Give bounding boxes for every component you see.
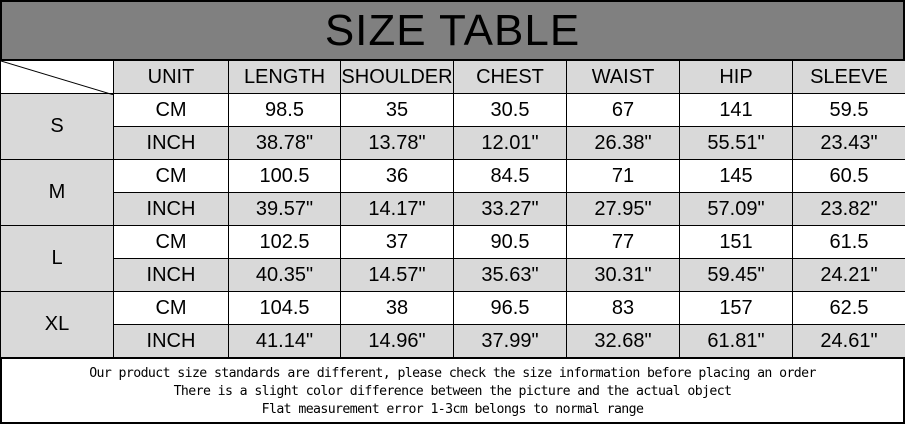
- size-row-cm: XL CM 104.5 38 96.5 83 157 62.5: [0, 291, 905, 358]
- table-cell: 12.01": [453, 126, 567, 160]
- table-cell: 39.57": [228, 192, 341, 226]
- table-cell: 40.35": [228, 258, 341, 292]
- size-row-inch: INCH 39.57" 14.17" 33.27" 27.95" 57.09" 23.82": [1, 192, 905, 226]
- table-cell: 104.5: [228, 291, 341, 325]
- table-cell: 84.5: [453, 159, 567, 193]
- table-cell: 23.43": [792, 126, 905, 160]
- header-row: UNIT LENGTH SHOULDER CHEST WAIST HIP SLE…: [0, 60, 905, 95]
- table-cell: 71: [566, 159, 680, 193]
- size-row-inch: INCH 38.78" 13.78" 12.01" 26.38" 55.51" 23.43": [1, 126, 905, 160]
- diagonal-corner-cell: [0, 60, 114, 95]
- table-cell: 151: [679, 225, 793, 259]
- size-label: S: [0, 93, 114, 160]
- table-cell: 145: [679, 159, 793, 193]
- size-row-cm: L CM 102.5 37 90.5 77 151 61.5: [0, 225, 905, 292]
- table-cell: 60.5: [792, 159, 905, 193]
- table-cell: 77: [566, 225, 680, 259]
- table-cell: INCH: [113, 126, 229, 160]
- header-hip: HIP: [679, 60, 793, 94]
- table-cell: 30.5: [453, 93, 567, 127]
- header-waist: WAIST: [566, 60, 680, 94]
- table-cell: 32.68": [566, 324, 680, 358]
- table-cell: 23.82": [792, 192, 905, 226]
- table-cell: CM: [113, 291, 229, 325]
- table-cell: 59.45": [679, 258, 793, 292]
- table-cell: 13.78": [340, 126, 454, 160]
- table-cell: 37.99": [453, 324, 567, 358]
- table-cell: 36: [340, 159, 454, 193]
- size-table: UNIT LENGTH SHOULDER CHEST WAIST HIP SLE…: [0, 60, 905, 358]
- header-shoulder: SHOULDER: [340, 60, 454, 94]
- note-line: Flat measurement error 1-3cm belongs to …: [261, 402, 644, 417]
- notes: Our product size standards are different…: [0, 358, 905, 424]
- table-cell: 61.5: [792, 225, 905, 259]
- table-cell: 59.5: [792, 93, 905, 127]
- page-title: SIZE TABLE: [0, 0, 905, 61]
- table-cell: 14.17": [340, 192, 454, 226]
- table-cell: 24.21": [792, 258, 905, 292]
- table-cell: 98.5: [228, 93, 341, 127]
- table-cell: 33.27": [453, 192, 567, 226]
- table-cell: 14.96": [340, 324, 454, 358]
- table-cell: 141: [679, 93, 793, 127]
- note-line: Our product size standards are different…: [89, 366, 816, 381]
- table-cell: 27.95": [566, 192, 680, 226]
- table-cell: 41.14": [228, 324, 341, 358]
- table-cell: INCH: [113, 192, 229, 226]
- table-cell: 67: [566, 93, 680, 127]
- table-cell: CM: [113, 225, 229, 259]
- header-unit: UNIT: [113, 60, 229, 94]
- size-label: L: [0, 225, 114, 292]
- table-cell: 14.57": [340, 258, 454, 292]
- size-row-inch: INCH 40.35" 14.57" 35.63" 30.31" 59.45" 24.21": [1, 258, 905, 292]
- table-cell: INCH: [113, 324, 229, 358]
- table-cell: CM: [113, 93, 229, 127]
- header-chest: CHEST: [453, 60, 567, 94]
- header-sleeve: SLEEVE: [792, 60, 905, 94]
- table-cell: 83: [566, 291, 680, 325]
- table-cell: 35.63": [453, 258, 567, 292]
- table-cell: 24.61": [792, 324, 905, 358]
- table-cell: 102.5: [228, 225, 341, 259]
- size-row-cm: S CM 98.5 35 30.5 67 141 59.5: [0, 93, 905, 160]
- table-cell: 30.31": [566, 258, 680, 292]
- table-cell: 37: [340, 225, 454, 259]
- size-row-inch: INCH 41.14" 14.96" 37.99" 32.68" 61.81" 24.61": [1, 324, 905, 358]
- table-cell: 38.78": [228, 126, 341, 160]
- note-line: There is a slight color difference betwe…: [173, 384, 732, 399]
- table-cell: 55.51": [679, 126, 793, 160]
- table-cell: 96.5: [453, 291, 567, 325]
- table-cell: 38: [340, 291, 454, 325]
- size-label: XL: [0, 291, 114, 358]
- size-row-cm: M CM 100.5 36 84.5 71 145 60.5: [0, 159, 905, 226]
- table-cell: 157: [679, 291, 793, 325]
- size-label: M: [0, 159, 114, 226]
- table-cell: 100.5: [228, 159, 341, 193]
- table-cell: 90.5: [453, 225, 567, 259]
- table-cell: CM: [113, 159, 229, 193]
- table-cell: 61.81": [679, 324, 793, 358]
- table-cell: 62.5: [792, 291, 905, 325]
- table-cell: INCH: [113, 258, 229, 292]
- header-length: LENGTH: [228, 60, 341, 94]
- table-cell: 35: [340, 93, 454, 127]
- table-cell: 26.38": [566, 126, 680, 160]
- table-cell: 57.09": [679, 192, 793, 226]
